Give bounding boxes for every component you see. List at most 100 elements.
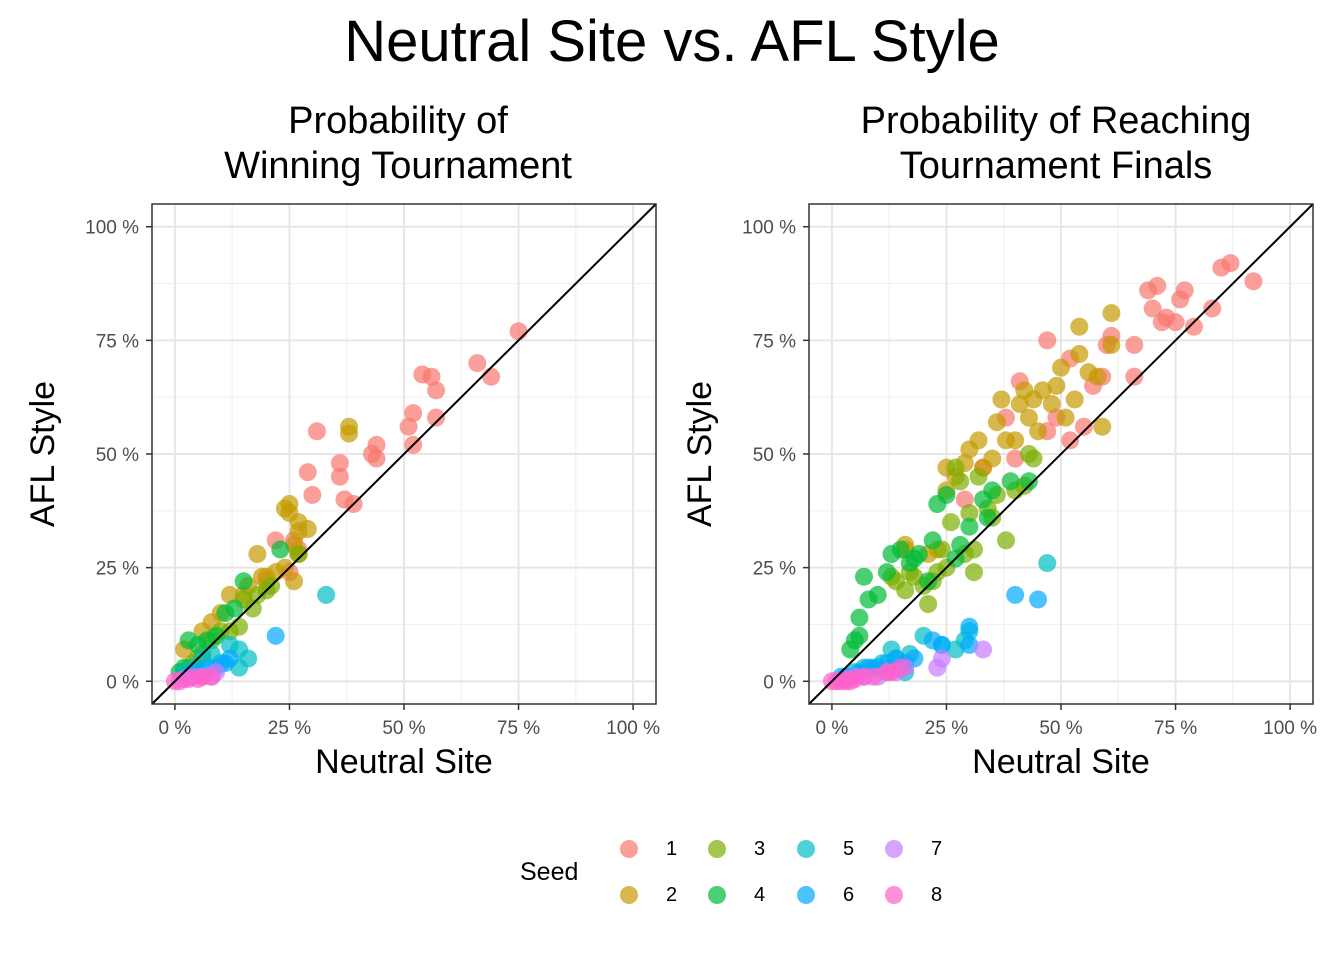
data-point-seed-1 [335,490,354,509]
data-point-seed-1 [1125,335,1144,354]
data-point-seed-1 [1152,313,1171,332]
data-point-seed-1 [330,467,349,486]
data-point-seed-4 [1019,472,1038,491]
x-tick-label: 50 % [1039,718,1082,739]
panel-title-finals-line-2: Tournament Finals [899,145,1213,187]
panel-win: 0 % 0 % 25 % 25 % 50 % 50 % 75 % 75 % 100 % 100 %… [24,203,660,781]
y-tick-label: 0 % [763,672,796,693]
data-point-seed-3 [289,545,308,563]
data-point-seed-1 [330,454,349,473]
data-point-seed-1 [303,485,322,504]
legend-item-seed-7: 7 [885,838,975,868]
data-point-seed-1 [1244,272,1263,291]
legend-label-seed-1: 1 [666,838,678,860]
data-point-seed-1 [1143,299,1162,318]
data-point-seed-1 [1203,299,1222,318]
legend-item-seed-2: 2 [620,884,710,914]
data-point-seed-4 [179,631,198,650]
data-point-seed-2 [285,572,304,591]
data-point-seed-3 [997,531,1016,550]
x-axis-title: Neutral Site [315,743,493,781]
legend-key-seed-6 [797,886,815,904]
panel-title-finals: Probability of Reaching Tournament Final… [776,99,1336,189]
data-point-seed-3 [1019,445,1038,463]
data-point-seed-2 [1070,345,1089,363]
data-point-seed-6 [1029,590,1048,609]
data-point-seed-1 [362,445,381,463]
reference-line [151,203,657,705]
x-tick-label: 0 % [159,718,192,739]
data-point-seed-6 [266,626,285,645]
data-point-seed-1 [298,463,317,482]
data-point-seed-4 [978,508,997,527]
data-point-seed-2 [1065,390,1084,409]
data-point-seed-3 [946,458,965,477]
data-point-seed-2 [997,431,1016,450]
panel-finals: 0 % 0 % 25 % 25 % 50 % 50 % 75 % 75 % 100 % 100 %… [681,203,1317,781]
y-tick-label: 75 % [96,331,139,352]
y-tick-label: 50 % [753,445,796,466]
legend-key-seed-3 [708,840,726,858]
data-point-seed-4 [974,490,993,509]
x-axis-title: Neutral Site [972,743,1150,781]
legend-key-seed-8 [885,886,903,904]
data-point-seed-4 [928,495,947,513]
data-point-seed-1 [413,365,432,384]
x-tick-label: 0 % [816,718,849,739]
y-tick-label: 25 % [753,559,796,580]
data-point-seed-2 [1010,395,1029,413]
y-tick-label: 25 % [96,559,139,580]
data-point-seed-1 [509,322,528,341]
data-point-seed-1 [1038,331,1057,350]
data-point-seed-1 [427,381,446,400]
data-point-seed-1 [1139,281,1158,300]
panel-title-win-line-1: Probability of [288,100,508,142]
legend-title: Seed [520,858,579,886]
data-point-seed-1 [955,490,974,509]
y-tick-label: 50 % [96,445,139,466]
legend-item-seed-6: 6 [797,884,887,914]
data-point-seed-2 [1047,376,1066,395]
data-point-seed-5 [220,635,239,654]
y-tick-label: 100 % [85,218,139,239]
legend-label-seed-3: 3 [754,838,766,860]
data-point-seed-1 [1125,367,1144,386]
legend-item-seed-5: 5 [797,838,887,868]
data-point-seed-1 [1171,290,1190,309]
reference-line [808,203,1314,705]
legend-key-seed-1 [620,840,638,858]
data-point-seed-4 [1001,472,1020,491]
data-point-seed-2 [960,440,979,459]
data-point-seed-4 [859,590,878,609]
y-axis-title: AFL Style [681,381,719,527]
data-point-seed-2 [987,413,1006,432]
data-point-seed-3 [248,585,267,604]
page-title: Neutral Site vs. AFL Style [344,9,1000,74]
data-point-seed-1 [404,404,423,423]
legend-label-seed-6: 6 [843,884,855,906]
legend-label-seed-7: 7 [931,838,943,860]
legend-key-seed-7 [885,840,903,858]
data-point-seed-2 [1019,408,1038,427]
data-point-seed-1 [1061,431,1080,450]
data-point-seed-8 [877,663,896,682]
data-point-seed-3 [964,563,983,582]
legend-item-seed-3: 3 [708,838,798,868]
data-point-seed-5 [317,585,336,604]
legend-key-seed-2 [620,886,638,904]
data-point-seed-2 [1056,408,1075,427]
data-point-seed-5 [1038,554,1057,573]
data-point-seed-3 [942,513,961,532]
data-point-seed-4 [854,567,873,586]
x-tick-label: 75 % [1154,718,1197,739]
data-point-seed-2 [1052,358,1070,377]
data-point-seed-4 [882,545,901,563]
data-point-seed-2 [1070,317,1089,336]
data-point-seed-1 [1074,417,1093,436]
data-point-seed-4 [841,640,860,659]
panel-title-finals-line-1: Probability of Reaching [860,100,1252,142]
data-point-seed-4 [271,540,290,559]
data-point-seed-2 [1042,395,1061,413]
data-point-seed-3 [951,472,970,491]
